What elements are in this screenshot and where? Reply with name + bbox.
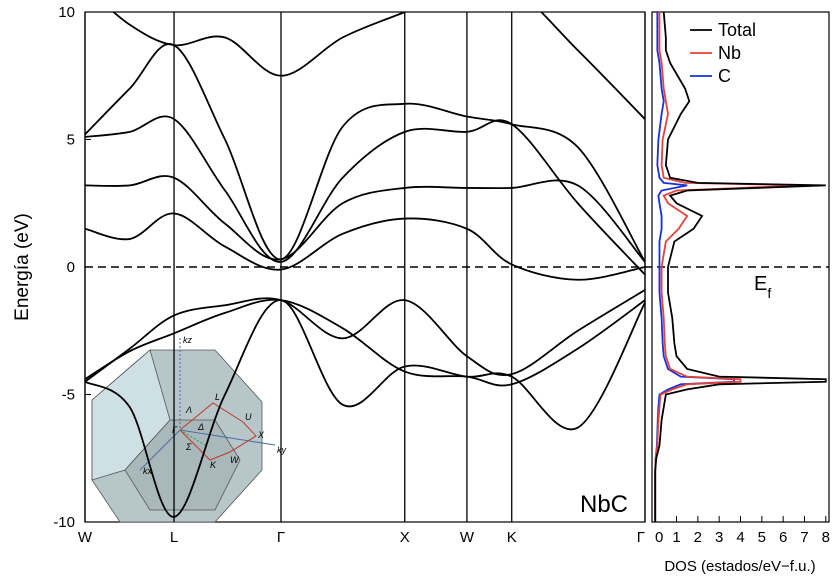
inset-label: L — [215, 392, 220, 402]
x-axis-label: DOS (estados/eV−f.u.) — [664, 558, 815, 575]
fermi-label-sub: f — [767, 285, 771, 301]
fermi-label: Ef — [754, 273, 771, 301]
bands — [85, 12, 645, 518]
band — [85, 175, 645, 263]
x-tick-label: 1 — [672, 529, 680, 546]
inset-label: Σ — [185, 442, 192, 452]
legend-label: Nb — [718, 43, 741, 63]
x-tick-label: 7 — [800, 529, 808, 546]
inset-label: Δ — [197, 422, 204, 432]
brillouin-zone-inset — [91, 338, 276, 523]
x-tick-label: K — [507, 529, 517, 546]
inset-label: U — [245, 412, 252, 422]
band — [112, 12, 645, 120]
band — [85, 212, 645, 281]
dos-curve — [654, 12, 827, 522]
x-tick-label: 5 — [758, 529, 766, 546]
dos-curve — [654, 12, 736, 522]
band — [85, 289, 645, 383]
x-tick-label: W — [460, 529, 475, 546]
x-tick-label: L — [170, 529, 178, 546]
dos-curve — [654, 12, 805, 522]
inset-label: ky — [277, 445, 287, 455]
legend-label: C — [718, 66, 731, 86]
inset-label: K — [210, 460, 217, 470]
y-tick-label: 10 — [58, 4, 75, 21]
y-axis-label: Energía (eV) — [12, 213, 33, 321]
inset-label: kx — [143, 466, 153, 476]
y-tick-label: 0 — [67, 259, 75, 276]
compound-label: NbC — [580, 491, 628, 518]
band — [85, 299, 645, 518]
band — [85, 115, 645, 276]
x-tick-label: 2 — [694, 529, 702, 546]
dos-curves — [654, 12, 827, 522]
x-tick-label: 0 — [655, 529, 663, 546]
x-tick-label: 8 — [822, 529, 830, 546]
x-tick-label: 4 — [736, 529, 744, 546]
inset-label: X — [257, 430, 265, 440]
legend-label: Total — [718, 20, 756, 40]
x-tick-label: 6 — [779, 529, 787, 546]
x-tick-label: Γ — [277, 529, 285, 546]
y-tick-label: 5 — [67, 132, 75, 149]
inset-label: W — [230, 455, 240, 465]
x-tick-label: W — [78, 529, 93, 546]
x-tick-label: 3 — [715, 529, 723, 546]
y-tick-label: -10 — [53, 514, 75, 531]
inset-label: Γ — [172, 425, 178, 435]
fermi-label-main: E — [754, 273, 767, 295]
inset-label: kz — [183, 335, 193, 345]
x-tick-label: X — [400, 529, 410, 546]
y-tick-label: -5 — [62, 387, 75, 404]
x-tick-label: Γ — [637, 529, 645, 546]
inset-label: Λ — [185, 405, 192, 415]
band — [85, 43, 645, 263]
band — [85, 298, 645, 387]
